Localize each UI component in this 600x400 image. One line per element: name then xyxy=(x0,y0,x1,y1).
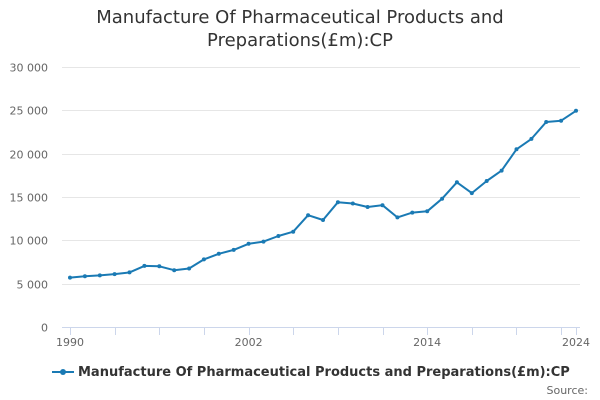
x-tick-label: 1990 xyxy=(56,336,84,349)
series-layer xyxy=(68,108,578,280)
data-point xyxy=(261,239,266,244)
y-tick-label: 30 000 xyxy=(10,62,49,75)
data-point xyxy=(97,273,102,278)
data-point xyxy=(321,218,325,222)
data-point xyxy=(514,147,519,152)
data-point xyxy=(112,272,117,277)
data-point xyxy=(454,180,459,185)
data-point xyxy=(68,275,72,280)
axes: 0 5 000 10 000 15 000 20 000 25 000 30 000 1990… xyxy=(10,62,591,350)
y-tick-label: 0 xyxy=(41,322,48,335)
data-point xyxy=(365,205,370,209)
data-point xyxy=(395,215,400,220)
x-tick-label: 2014 xyxy=(413,336,441,349)
data-point xyxy=(425,209,430,214)
data-point xyxy=(350,201,355,206)
data-point xyxy=(157,264,162,269)
data-point xyxy=(246,241,251,246)
data-point xyxy=(469,191,474,196)
data-point xyxy=(559,118,564,123)
y-tick-label: 10 000 xyxy=(10,235,49,248)
chart-title-line-2: Preparations(£m):CP xyxy=(207,30,393,51)
data-point xyxy=(216,251,221,256)
x-tick-label: 2024 xyxy=(562,336,590,349)
legend[interactable]: Manufacture Of Pharmaceutical Products a… xyxy=(52,362,570,382)
grid-lines xyxy=(62,67,580,285)
y-tick-label: 5 000 xyxy=(17,279,49,292)
data-point xyxy=(574,108,578,113)
data-point xyxy=(410,210,415,215)
x-tick-label: 2002 xyxy=(235,336,263,349)
data-point xyxy=(187,266,192,271)
data-point xyxy=(335,200,340,205)
data-point xyxy=(127,270,132,275)
data-point xyxy=(440,196,445,201)
data-point xyxy=(380,203,385,208)
data-point xyxy=(172,268,177,273)
data-point xyxy=(82,274,87,279)
legend-label: Manufacture Of Pharmaceutical Products a… xyxy=(78,364,570,380)
y-tick-label: 20 000 xyxy=(10,149,49,162)
source-label: Source: xyxy=(546,384,589,397)
data-point xyxy=(201,257,206,262)
series-line xyxy=(69,109,577,279)
data-point xyxy=(529,136,534,141)
chart-title-line-1: Manufacture Of Pharmaceutical Products a… xyxy=(96,7,504,28)
data-point xyxy=(544,120,549,124)
data-point xyxy=(484,179,489,183)
data-point xyxy=(231,247,236,252)
y-tick-label: 25 000 xyxy=(10,105,49,118)
data-point xyxy=(291,229,296,234)
data-point xyxy=(499,168,504,173)
data-point xyxy=(306,213,311,218)
legend-swatch xyxy=(52,366,74,378)
chart-title: Manufacture Of Pharmaceutical Products a… xyxy=(0,6,600,52)
data-point xyxy=(142,263,147,268)
y-tick-label: 15 000 xyxy=(10,192,49,205)
data-point xyxy=(276,234,281,238)
